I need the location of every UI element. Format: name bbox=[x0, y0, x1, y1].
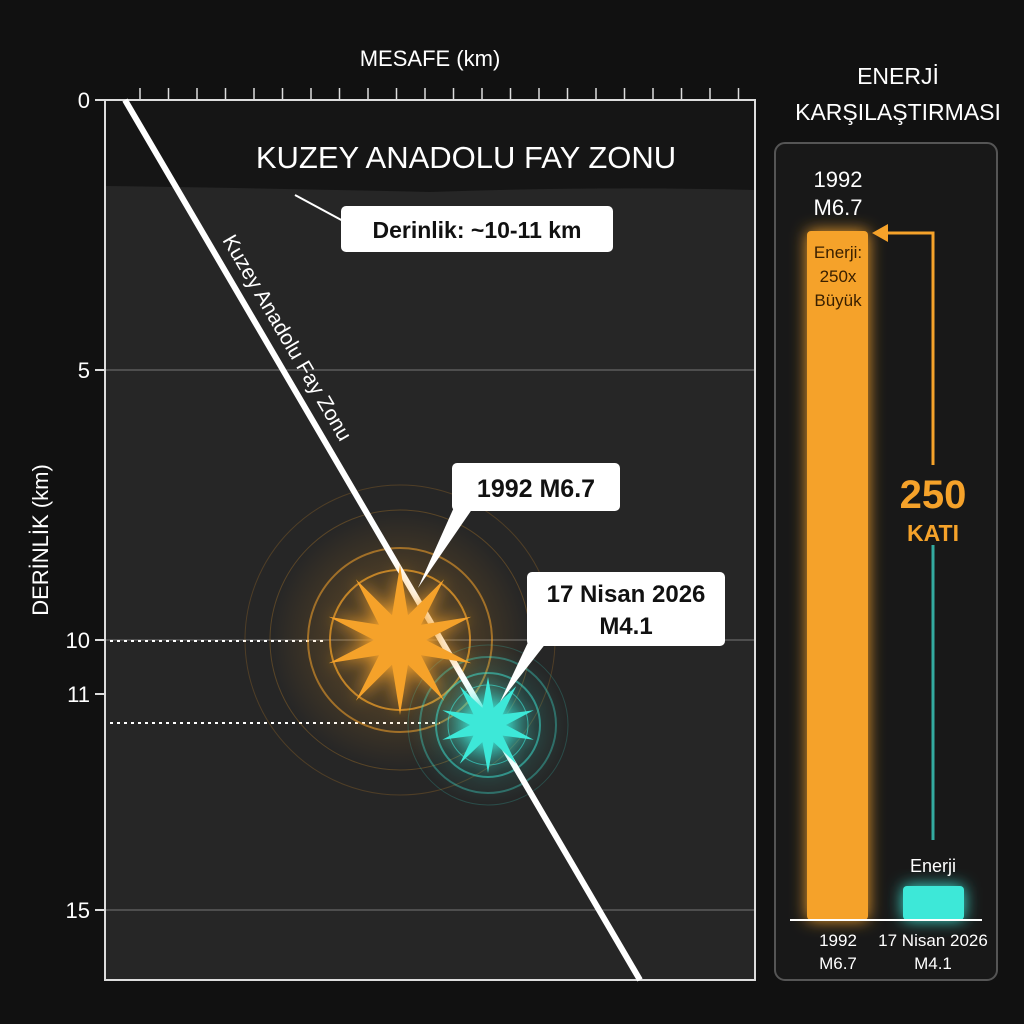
fault-line bbox=[122, 98, 643, 982]
bar1-text-2: 250x bbox=[820, 267, 857, 286]
event-label-2026-line1: 17 Nisan 2026 bbox=[547, 581, 706, 608]
ratio-arrow bbox=[885, 231, 935, 465]
x-axis-title: MESAFE (km) bbox=[360, 46, 501, 71]
y-tick-label: 5 bbox=[78, 358, 90, 383]
bar2-text: Enerji bbox=[910, 856, 956, 876]
y-tick-labels: 0 5 10 11 15 bbox=[66, 88, 90, 923]
energy-bar-1992 bbox=[807, 231, 868, 920]
cat2-line2: M4.1 bbox=[914, 954, 952, 973]
ratio-value: 250 bbox=[900, 473, 967, 517]
arrow-head-icon bbox=[872, 224, 888, 242]
y-tick-label: 11 bbox=[67, 682, 90, 707]
surface-band bbox=[106, 101, 754, 192]
event-label-2026-line2: M4.1 bbox=[599, 613, 652, 640]
callout-pointer bbox=[294, 194, 346, 223]
epicenter-star-1992 bbox=[328, 565, 472, 715]
y-axis-title: DERİNLİK (km) bbox=[28, 464, 53, 616]
cat2-line1: 17 Nisan 2026 bbox=[878, 931, 988, 950]
top-label-line2: M6.7 bbox=[814, 195, 863, 220]
cat1-line2: M6.7 bbox=[819, 954, 857, 973]
energy-title-line2: KARŞILAŞTIRMASI bbox=[795, 99, 1001, 125]
callout-box-1992 bbox=[452, 463, 620, 511]
top-axis-ticks bbox=[139, 88, 740, 100]
ratio-unit: KATI bbox=[907, 520, 959, 546]
cat1-line1: 1992 bbox=[819, 931, 857, 950]
epicenter-star-2026 bbox=[442, 677, 534, 773]
energy-title-line1: ENERJİ bbox=[857, 63, 939, 89]
bar1-text-1: Enerji: bbox=[814, 243, 862, 262]
bar1-text-3: Büyük bbox=[814, 291, 862, 310]
y-tick-label: 15 bbox=[66, 898, 90, 923]
event-label-1992: 1992 M6.7 bbox=[477, 475, 595, 503]
depth-callout: Derinlik: ~10-11 km bbox=[372, 217, 581, 243]
energy-bar-2026 bbox=[903, 886, 964, 920]
band-title: KUZEY ANADOLU FAY ZONU bbox=[256, 140, 676, 175]
top-label-line1: 1992 bbox=[814, 167, 863, 192]
y-tick-label: 0 bbox=[78, 88, 90, 113]
callout-pointer-2026 bbox=[500, 638, 550, 702]
depth-callout-box bbox=[341, 206, 613, 252]
y-tick-label: 10 bbox=[66, 628, 90, 653]
callout-box-2026 bbox=[527, 572, 725, 646]
callout-pointer-1992 bbox=[418, 505, 475, 588]
